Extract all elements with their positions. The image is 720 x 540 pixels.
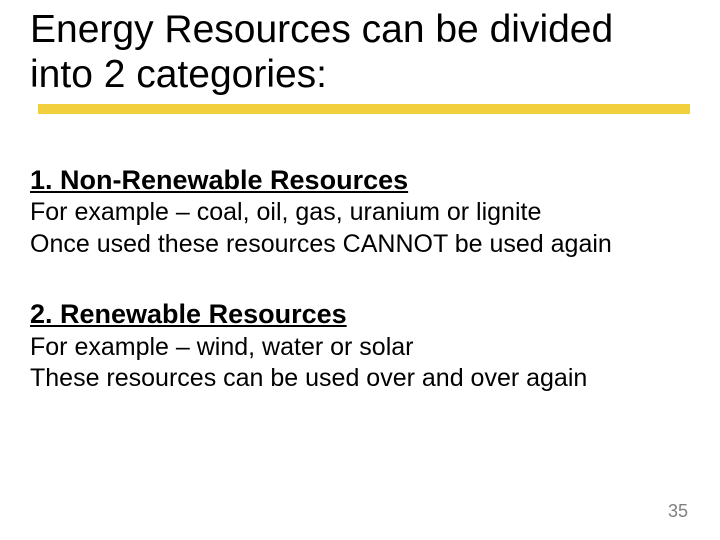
section-1-line-2: Once used these resources CANNOT be used… [30, 229, 690, 260]
page-number: 35 [668, 501, 688, 522]
title-highlight [38, 104, 690, 114]
section-1-line-1: For example – coal, oil, gas, uranium or… [30, 197, 690, 228]
slide-title: Energy Resources can be divided into 2 c… [30, 8, 690, 98]
section-1: 1. Non-Renewable Resources For example –… [30, 164, 690, 260]
section-2: 2. Renewable Resources For example – win… [30, 298, 690, 394]
title-line-1: Energy Resources can be divided [30, 8, 613, 51]
section-2-line-1: For example – wind, water or solar [30, 332, 690, 363]
section-1-heading: 1. Non-Renewable Resources [30, 164, 690, 198]
section-2-line-2: These resources can be used over and ove… [30, 363, 690, 394]
title-line-2: into 2 categories: [30, 53, 327, 96]
slide: Energy Resources can be divided into 2 c… [0, 0, 720, 540]
section-2-heading: 2. Renewable Resources [30, 298, 690, 332]
